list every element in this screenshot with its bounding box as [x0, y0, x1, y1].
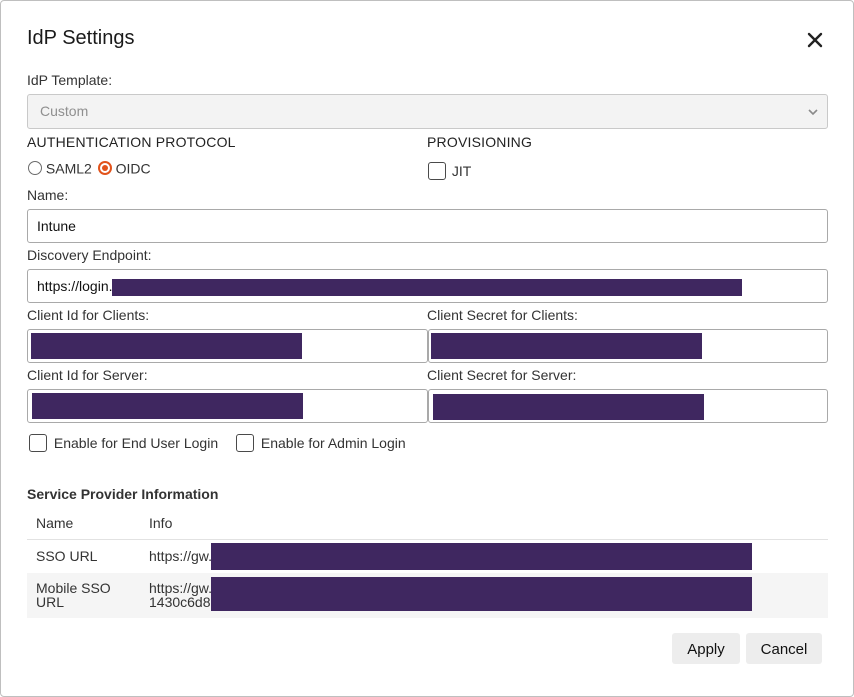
client-secret-clients-label: Client Secret for Clients:: [427, 307, 578, 323]
end-user-login-label: Enable for End User Login: [53, 435, 219, 452]
auth-protocol-group: SAML2 OIDC: [28, 159, 151, 176]
client-id-clients-input[interactable]: [27, 329, 428, 363]
client-secret-server-input[interactable]: [428, 389, 828, 423]
apply-button[interactable]: Apply: [672, 633, 740, 664]
redaction-bar: [32, 393, 303, 419]
radio-oidc[interactable]: [97, 161, 112, 176]
admin-login-checkbox[interactable]: [236, 434, 254, 453]
admin-login-option: Enable for Admin Login: [236, 434, 406, 453]
jit-option: JIT: [428, 162, 472, 181]
mobile-sso-url-info-line1: https://gw.: [149, 580, 213, 596]
mobile-sso-url-info-line2: 1430c6d8: [149, 594, 211, 610]
admin-login-label: Enable for Admin Login: [260, 435, 406, 452]
cancel-button[interactable]: Cancel: [746, 633, 822, 664]
redaction-bar: [112, 279, 742, 296]
provisioning-heading: PROVISIONING: [427, 134, 533, 150]
redaction-bar: [211, 577, 752, 611]
client-id-server-label: Client Id for Server:: [27, 367, 148, 383]
discovery-endpoint-input[interactable]: https://login.: [27, 269, 828, 303]
sso-url-info: https://gw.: [149, 548, 213, 564]
discovery-endpoint-label: Discovery Endpoint:: [27, 247, 152, 263]
discovery-endpoint-value: https://login.: [37, 278, 113, 294]
client-secret-clients-input[interactable]: [428, 329, 828, 363]
sp-info-title: Service Provider Information: [27, 486, 219, 502]
sp-info-table: Name Info SSO URL https://gw. Mobile SSO…: [27, 507, 828, 619]
radio-saml2[interactable]: [28, 161, 42, 176]
sso-url-name: SSO URL: [36, 548, 98, 564]
template-select-value: Custom: [40, 103, 89, 119]
table-row: SSO URL https://gw.: [27, 541, 828, 573]
column-header-name: Name: [36, 515, 74, 531]
chevron-down-icon: [808, 109, 818, 116]
jit-checkbox[interactable]: [428, 162, 446, 181]
name-label: Name:: [27, 187, 69, 203]
dialog-title: IdP Settings: [27, 27, 135, 49]
column-header-info: Info: [149, 515, 173, 531]
redaction-bar: [211, 543, 752, 570]
redaction-bar: [31, 333, 302, 359]
name-input[interactable]: Intune: [27, 209, 828, 243]
client-id-server-input[interactable]: [27, 389, 428, 423]
redaction-bar: [431, 333, 702, 359]
client-secret-server-label: Client Secret for Server:: [427, 367, 577, 383]
redaction-bar: [433, 394, 704, 420]
template-select[interactable]: Custom: [27, 94, 828, 129]
client-id-clients-label: Client Id for Clients:: [27, 307, 150, 323]
mobile-sso-url-name: Mobile SSO URL: [36, 580, 111, 610]
end-user-login-option: Enable for End User Login: [29, 434, 219, 453]
radio-saml2-label: SAML2: [45, 160, 92, 177]
radio-oidc-label: OIDC: [115, 160, 151, 177]
template-label: IdP Template:: [27, 72, 113, 88]
auth-protocol-heading: AUTHENTICATION PROTOCOL: [27, 134, 236, 150]
end-user-login-checkbox[interactable]: [29, 434, 47, 453]
close-icon[interactable]: [804, 29, 826, 51]
table-row: Mobile SSO URL https://gw. 1430c6d8: [27, 573, 828, 618]
table-header-row: Name Info: [27, 507, 828, 540]
jit-label: JIT: [451, 163, 472, 180]
